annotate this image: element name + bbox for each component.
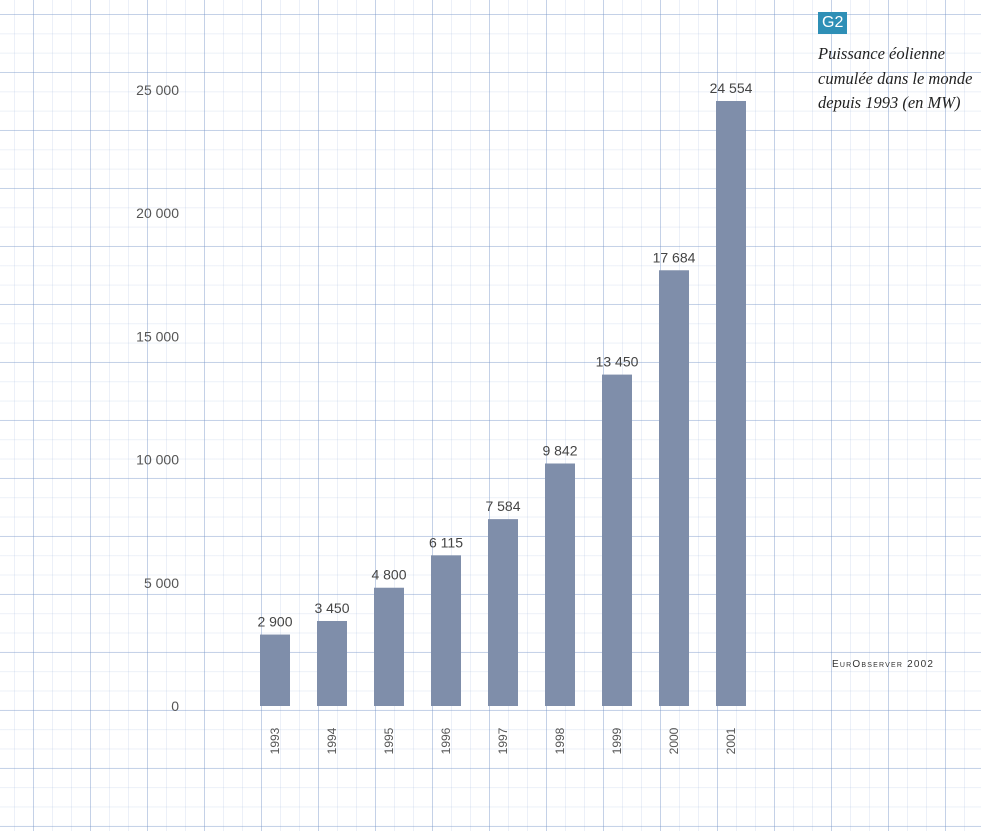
bar-1996 (431, 555, 461, 706)
y-tick-label: 15 000 (136, 328, 179, 344)
source-credit: EurObserver 2002 (832, 659, 935, 670)
data-labels: 2 900 3 450 4 800 6 115 7 584 9 842 13 450 17 6… (257, 80, 752, 630)
x-tick-label: 2000 (667, 727, 681, 754)
chart-caption: G2 Puissance éolienne cumulée dans le mo… (818, 12, 978, 116)
data-label: 2 900 (257, 614, 292, 630)
y-tick-label: 20 000 (136, 205, 179, 221)
data-label: 24 554 (710, 80, 753, 96)
bar-1994 (317, 620, 347, 706)
bar-1995 (374, 587, 404, 706)
bar-2001 (716, 100, 746, 706)
data-label: 6 115 (429, 534, 463, 550)
chart-title: Puissance éolienne cumulée dans le monde… (818, 44, 973, 112)
data-label: 4 800 (371, 567, 406, 583)
x-tick-label: 1995 (382, 727, 396, 754)
y-tick-label: 25 000 (136, 82, 179, 98)
y-tick-label: 10 000 (136, 452, 179, 468)
data-label: 13 450 (596, 354, 639, 370)
x-tick-label: 1996 (439, 727, 453, 754)
x-tick-label: 1993 (268, 727, 282, 754)
data-label: 9 842 (542, 442, 577, 458)
bar-2000 (659, 270, 689, 706)
x-tick-label: 1997 (496, 727, 510, 754)
bars (260, 100, 746, 706)
y-tick-label: 5 000 (144, 575, 179, 591)
data-label: 17 684 (653, 249, 696, 265)
data-label: 7 584 (485, 498, 520, 514)
x-axis: 1993 1994 1995 1996 1997 1998 1999 2000 2001 (268, 727, 738, 754)
y-axis: 0 5 000 10 000 15 000 20 000 25 000 (136, 82, 179, 714)
bar-1993 (260, 634, 290, 706)
x-tick-label: 1999 (610, 727, 624, 754)
bar-1999 (602, 374, 632, 706)
data-label: 3 450 (314, 600, 349, 616)
x-tick-label: 1998 (553, 727, 567, 754)
x-tick-label: 2001 (724, 727, 738, 754)
y-tick-label: 0 (171, 698, 179, 714)
bar-1997 (488, 519, 518, 706)
x-tick-label: 1994 (325, 727, 339, 754)
bar-1998 (545, 463, 575, 706)
figure-badge: G2 (818, 12, 848, 34)
